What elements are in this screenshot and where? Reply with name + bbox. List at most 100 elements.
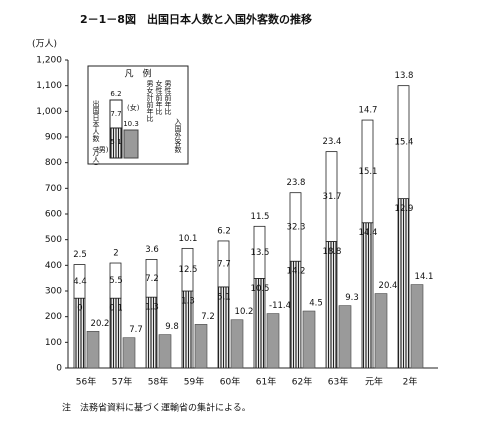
bar-segment [325, 241, 338, 369]
value-label: 7.2 [201, 312, 215, 322]
value-label: 3.6 [145, 245, 159, 255]
value-label: 23.4 [323, 137, 342, 147]
value-label: 10.5 [251, 284, 270, 294]
value-label: 13.5 [251, 248, 270, 258]
legend-title: 凡 例 [124, 68, 151, 80]
value-label: 7.7 [129, 325, 143, 335]
bar-segment [181, 247, 194, 292]
value-label: 2.5 [73, 250, 87, 260]
bar [410, 284, 424, 369]
y-tick-label: 1,200 [36, 56, 62, 66]
value-label: 9.8 [165, 322, 179, 332]
bar-segment [217, 240, 230, 288]
bar [266, 313, 280, 369]
y-tick-label: 700 [45, 184, 62, 194]
y-tick-label: 100 [45, 338, 62, 348]
value-label: -11.4 [269, 301, 291, 311]
value-label: 2 [113, 249, 118, 259]
x-tick-label: 62年 [292, 376, 312, 388]
value-label: 0 [77, 304, 82, 314]
bar-segment [109, 262, 122, 299]
y-axis-label: (万人) [32, 39, 57, 50]
x-tick-label: 58年 [148, 376, 168, 388]
y-tick-label: 300 [45, 287, 62, 297]
y-tick-label: 600 [45, 210, 62, 220]
bar [302, 310, 316, 369]
bar [374, 293, 388, 369]
chart-title: 2－1－8図 出国日本人数と入国外客数の推移 [80, 12, 312, 26]
y-tick-label: 1,000 [36, 107, 62, 117]
value-label: 14.4 [359, 228, 378, 238]
value-label: 10.1 [179, 234, 198, 244]
y-tick-label: 900 [45, 133, 62, 143]
value-label: 10.2 [235, 307, 254, 317]
bar-segment [361, 119, 374, 224]
value-label: 12.5 [179, 265, 198, 275]
x-tick-label: 56年 [76, 376, 96, 388]
value-label: 4.5 [309, 299, 323, 309]
x-tick-label: 元年 [365, 376, 383, 388]
value-label: 0.1 [109, 304, 123, 314]
value-label: 7.7 [217, 259, 231, 269]
bar-segment [289, 192, 302, 262]
x-tick-label: 63年 [328, 376, 348, 388]
legend-box [87, 65, 189, 165]
value-label: 20.4 [379, 281, 398, 291]
value-label: 11.5 [251, 212, 270, 222]
legend-swatch [109, 99, 123, 129]
x-tick-label: 57年 [112, 376, 132, 388]
value-label: 12.9 [395, 204, 414, 214]
bar-segment [145, 259, 158, 298]
value-label: 4.4 [73, 277, 87, 287]
bar [86, 330, 100, 369]
value-label: 18.8 [323, 247, 342, 257]
x-tick-label: 61年 [256, 376, 276, 388]
value-label: 5.1 [217, 292, 231, 302]
legend-sample: 10.3 [123, 120, 139, 128]
bar [194, 324, 208, 369]
y-tick-label: 400 [45, 261, 62, 271]
bar-segment [289, 260, 302, 369]
value-label: 32.3 [287, 222, 306, 232]
legend-label: (男) [96, 146, 109, 154]
bar [158, 334, 172, 369]
x-tick-label: 60年 [220, 376, 240, 388]
value-label: 7.2 [145, 274, 159, 284]
value-label: 15.1 [359, 167, 378, 177]
value-label: 1.3 [181, 297, 195, 307]
legend-label: 女性前年比 [155, 79, 163, 116]
legend-label: 出国日本人数（万人） [92, 99, 100, 170]
bar-segment [397, 85, 410, 199]
bar [122, 337, 136, 369]
value-label: 6.2 [217, 226, 231, 236]
value-label: 31.7 [323, 192, 342, 202]
legend-label: 男性前年比 [164, 80, 172, 116]
value-label: 23.8 [287, 178, 306, 188]
bar [230, 319, 244, 369]
legend-swatch [123, 129, 139, 159]
bar-segment [397, 198, 410, 369]
y-tick-label: 800 [45, 158, 62, 168]
y-tick-label: 500 [45, 235, 62, 245]
x-tick-label: 59年 [184, 376, 204, 388]
legend-sample: 5.1 [110, 138, 121, 146]
value-label: 1.3 [145, 303, 159, 313]
value-label: 13.8 [395, 71, 414, 81]
bar-segment [361, 222, 374, 369]
value-label: 20.2 [91, 319, 110, 329]
y-tick-label: 200 [45, 312, 62, 322]
legend-label: 入国外客数 [174, 118, 182, 154]
y-tick-label: 0 [56, 364, 62, 374]
x-tick-label: 2年 [403, 376, 418, 388]
value-label: 14.1 [415, 272, 434, 282]
note: 注 法務省資料に基づく運輸省の集計による。 [62, 402, 251, 414]
value-label: 15.4 [395, 138, 414, 148]
legend-sample: 6.2 [110, 90, 121, 98]
bar-segment [325, 151, 338, 242]
bar-segment [73, 264, 86, 299]
value-label: 9.3 [345, 293, 359, 303]
value-label: 14.7 [359, 106, 378, 116]
bar [338, 305, 352, 369]
value-label: 14.2 [287, 267, 306, 277]
